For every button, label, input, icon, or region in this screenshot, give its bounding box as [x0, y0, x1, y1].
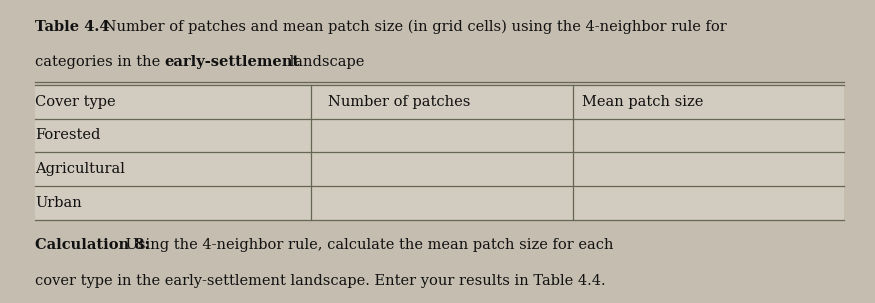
- Text: Number of patches: Number of patches: [328, 95, 471, 109]
- Text: Forested: Forested: [35, 128, 101, 142]
- Text: categories in the: categories in the: [35, 55, 164, 69]
- Text: Calculation 8:: Calculation 8:: [35, 238, 150, 252]
- Text: Urban: Urban: [35, 196, 81, 210]
- Text: landscape: landscape: [285, 55, 365, 69]
- Text: cover type in the early-settlement landscape. Enter your results in Table 4.4.: cover type in the early-settlement lands…: [35, 274, 605, 288]
- Text: Table 4.4: Table 4.4: [35, 20, 109, 34]
- Text: Cover type: Cover type: [35, 95, 116, 109]
- Text: Mean patch size: Mean patch size: [582, 95, 704, 109]
- Text: Number of patches and mean patch size (in grid cells) using the 4-neighbor rule : Number of patches and mean patch size (i…: [99, 20, 726, 34]
- Bar: [35, 85, 844, 220]
- Text: Using the 4-neighbor rule, calculate the mean patch size for each: Using the 4-neighbor rule, calculate the…: [121, 238, 613, 252]
- Text: Agricultural: Agricultural: [35, 162, 125, 176]
- Text: early-settlement: early-settlement: [164, 55, 299, 69]
